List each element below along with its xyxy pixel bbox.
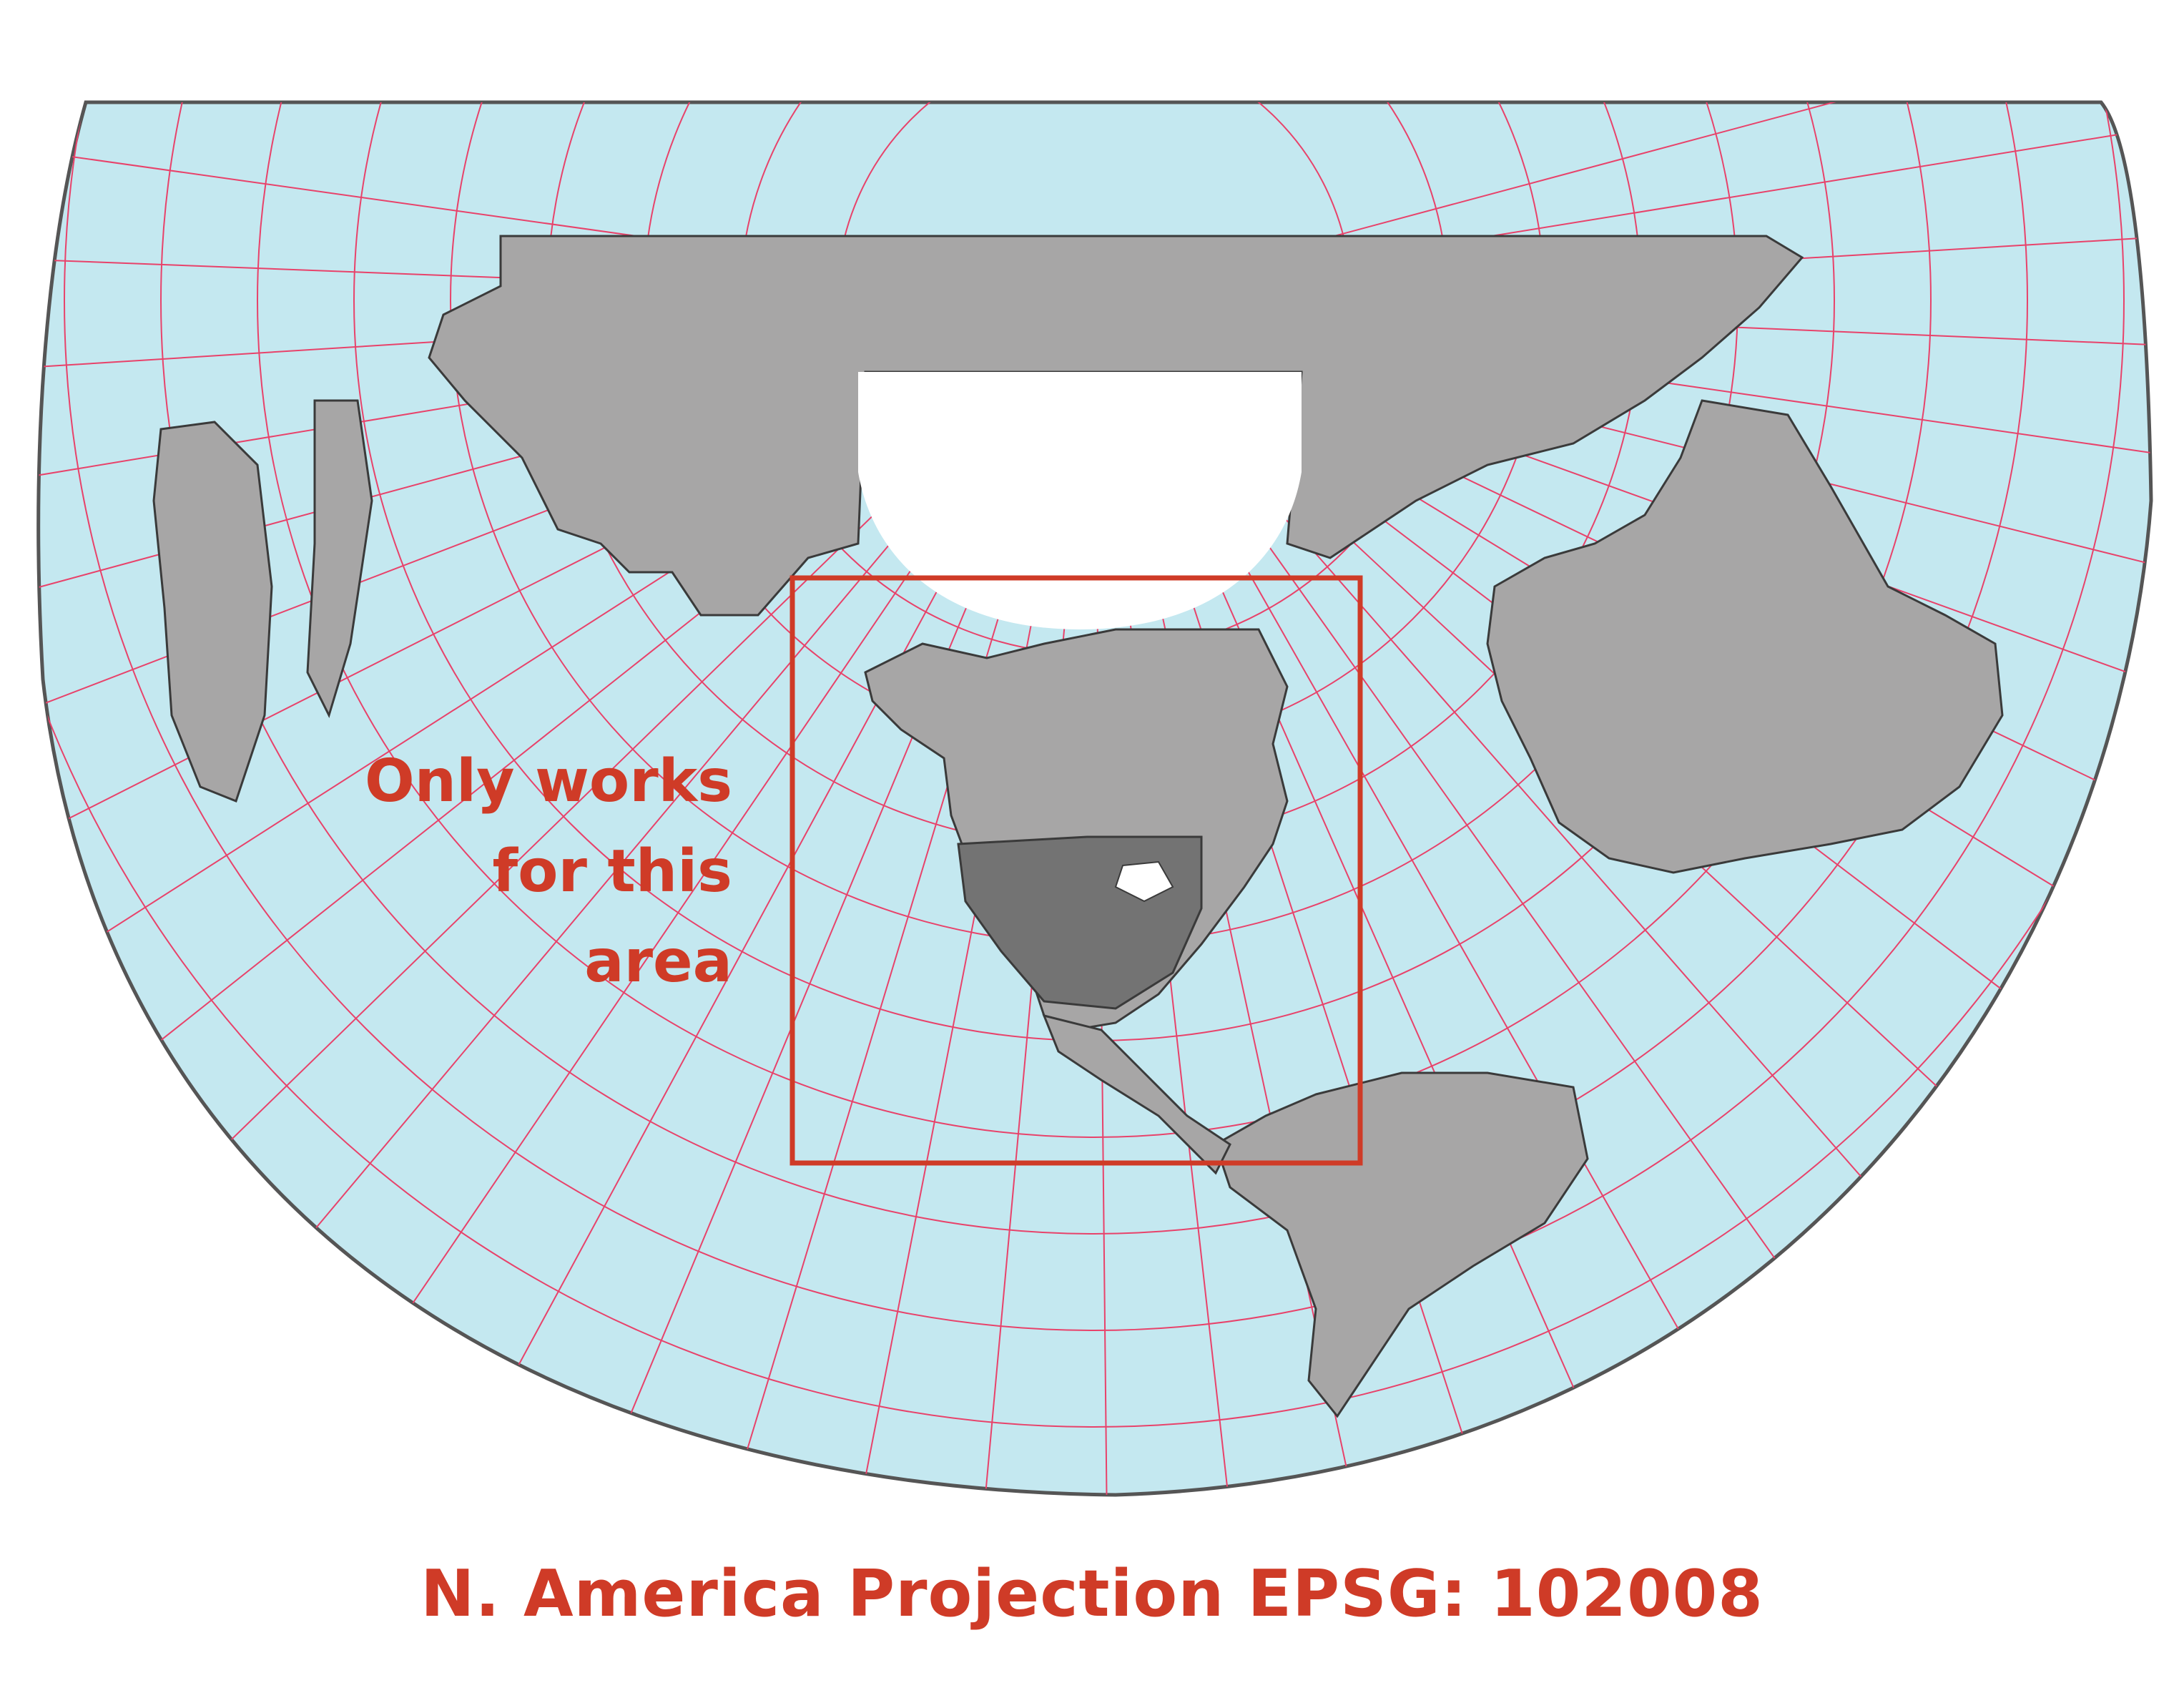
great-lakes xyxy=(1114,860,1174,903)
meridian-line xyxy=(599,471,1024,1490)
valid-area-box xyxy=(790,575,1363,1166)
note-line-3: area xyxy=(584,928,732,996)
south-america-landmass xyxy=(1214,1071,1589,1418)
central-america-landmass xyxy=(1042,1014,1231,1175)
parallel-line xyxy=(64,102,2125,1331)
meridian-line xyxy=(266,442,975,1287)
landmasses xyxy=(152,235,2004,1418)
meridian-line xyxy=(481,463,1007,1433)
parallel-line xyxy=(257,102,1932,1138)
madagascar-landmass xyxy=(152,421,273,803)
note-line-2: for this xyxy=(492,838,733,906)
note-line-1: Only works xyxy=(364,747,732,815)
meridian-line xyxy=(721,478,1041,1495)
valid-area-rectangle xyxy=(790,575,1363,1166)
meridian-line xyxy=(1201,451,1841,1350)
map-caption: N. America Projection EPSG: 102008 xyxy=(420,1556,1764,1631)
parallel-line xyxy=(38,102,2152,1428)
meridian-line xyxy=(1273,102,2152,253)
parallel-line xyxy=(160,102,2028,1235)
philippines-landmass xyxy=(306,399,373,719)
polar-gap xyxy=(858,372,1302,629)
meridian-line xyxy=(1185,461,1731,1420)
valid-area-note: Only works for this area xyxy=(365,737,732,1007)
meridian-line xyxy=(370,453,990,1366)
meridian-line xyxy=(170,429,962,1199)
polar-gap-area xyxy=(858,372,1302,629)
africa-landmass xyxy=(1486,399,2004,874)
